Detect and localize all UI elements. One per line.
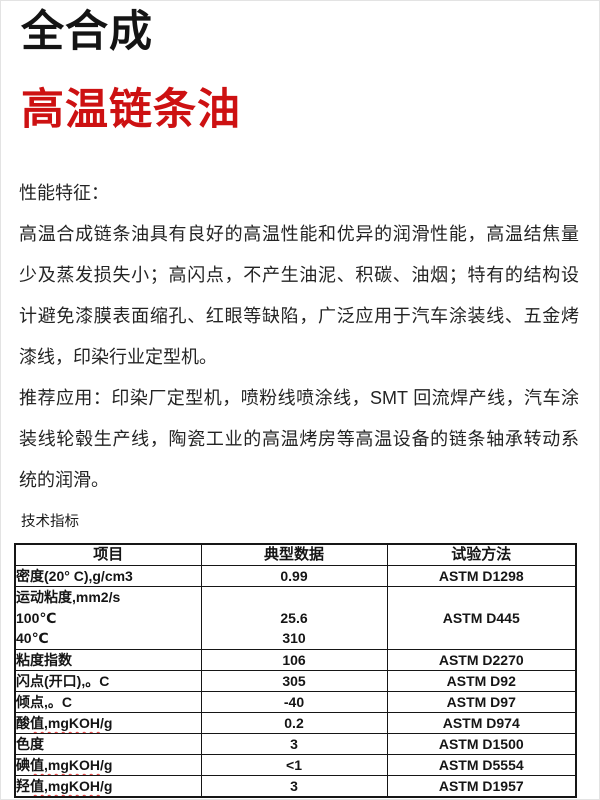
spec-name-cell: 运动粘度,mm2/s 100℃ 40℃ — [14, 586, 202, 650]
viscosity-label: 运动粘度,mm2/s — [16, 589, 121, 606]
tech-spec-heading: 技术指标 — [21, 514, 79, 530]
spec-method-cell: ASTM D1298 — [386, 565, 577, 587]
body-text-block: 性能特征： 高温合成链条油具有良好的高温性能和优异的润滑性能，高温结焦量 少及蒸… — [19, 173, 579, 501]
spec-row-hydroxyl-value: 羟值,mgKOH/g 3 ASTM D1957 — [14, 775, 577, 798]
column-header-test-method: 试验方法 — [386, 543, 577, 566]
name-prefix: 羟 — [16, 778, 30, 794]
spec-name-cell: 色度 — [14, 733, 202, 755]
spec-table: 项目 典型数据 试验方法 密度(20° C),g/cm3 0.99 ASTM D… — [14, 543, 577, 798]
spellcheck-squiggle-text: 值,mgKOH — [30, 778, 100, 794]
spec-name-cell: 羟值,mgKOH/g — [14, 775, 202, 798]
name-prefix: 碘 — [16, 757, 30, 773]
spec-name-cell: 倾点,。C — [14, 691, 202, 713]
spec-name-cell: 粘度指数 — [14, 649, 202, 671]
spec-row-viscosity: 运动粘度,mm2/s 100℃ 40℃ 25.6 310 ASTM D445 — [14, 586, 577, 650]
paragraph-line: 少及蒸发损失小；高闪点，不产生油泥、积碳、油烟；特有的结构设 — [19, 265, 579, 285]
spec-value-cell: -40 — [200, 691, 388, 713]
spec-name-cell: 碘值,mgKOH/g — [14, 754, 202, 776]
paragraph-line: 计避免漆膜表面缩孔、红眼等缺陷，广泛应用于汽车涂装线、五金烤 — [19, 306, 579, 326]
paragraph-line: 漆线，印染行业定型机。 — [19, 347, 217, 367]
column-header-typical-data: 典型数据 — [200, 543, 388, 566]
viscosity-value-40: 310 — [282, 630, 306, 647]
spec-method-cell: ASTM D445 — [386, 586, 577, 650]
name-prefix: 酸 — [16, 715, 30, 731]
spellcheck-squiggle-text: 值,mgKOH — [30, 757, 100, 773]
spec-name-cell: 酸值,mgKOH/g — [14, 712, 202, 734]
spec-value-cell: <1 — [200, 754, 388, 776]
spec-value-cell: 3 — [200, 775, 388, 798]
spec-name-cell: 闪点(开口),。C — [14, 670, 202, 692]
spec-value-cell: 305 — [200, 670, 388, 692]
spec-method-cell: ASTM D5554 — [386, 754, 577, 776]
spec-name-cell: 密度(20° C),g/cm3 — [14, 565, 202, 587]
paragraph-line: 推荐应用：印染厂定型机，喷粉线喷涂线，SMT 回流焊产线，汽车涂 — [19, 388, 579, 408]
viscosity-value-blank — [202, 588, 386, 608]
spec-row-iodine-value: 碘值,mgKOH/g <1 ASTM D5554 — [14, 754, 577, 776]
spec-value-cell: 106 — [200, 649, 388, 671]
viscosity-value-100: 25.6 — [280, 609, 308, 626]
spec-value-cell: 3 — [200, 733, 388, 755]
spec-value-cell: 0.2 — [200, 712, 388, 734]
page-title: 全合成 — [21, 8, 153, 56]
paragraph-line: 统的润滑。 — [19, 470, 109, 490]
paragraph-line: 装线轮毂生产线，陶瓷工业的高温烤房等高温设备的链条轴承转动系 — [19, 429, 579, 449]
viscosity-temp-100: 100℃ — [16, 609, 57, 626]
spec-header-row: 项目 典型数据 试验方法 — [14, 543, 577, 566]
spec-method-cell: ASTM D2270 — [386, 649, 577, 671]
viscosity-temp-40: 40℃ — [16, 630, 49, 647]
spec-method-cell: ASTM D1957 — [386, 775, 577, 798]
spec-row-viscosity-index: 粘度指数 106 ASTM D2270 — [14, 649, 577, 671]
name-suffix: /g — [100, 757, 113, 773]
spec-row-pour-point: 倾点,。C -40 ASTM D97 — [14, 691, 577, 713]
spec-method-cell: ASTM D92 — [386, 670, 577, 692]
name-suffix: /g — [100, 715, 113, 731]
performance-heading: 性能特征： — [19, 183, 109, 203]
column-header-item: 项目 — [14, 543, 202, 566]
paragraph-line: 高温合成链条油具有良好的高温性能和优异的润滑性能，高温结焦量 — [19, 224, 579, 244]
spec-row-color: 色度 3 ASTM D1500 — [14, 733, 577, 755]
spec-method-cell: ASTM D97 — [386, 691, 577, 713]
spec-value-cell: 25.6 310 — [200, 586, 388, 650]
spec-row-density: 密度(20° C),g/cm3 0.99 ASTM D1298 — [14, 565, 577, 587]
spec-method-cell: ASTM D974 — [386, 712, 577, 734]
spec-method-cell: ASTM D1500 — [386, 733, 577, 755]
spec-row-acid-value: 酸值,mgKOH/g 0.2 ASTM D974 — [14, 712, 577, 734]
spec-row-flash-point: 闪点(开口),。C 305 ASTM D92 — [14, 670, 577, 692]
spellcheck-squiggle-text: 值,mgKOH — [30, 715, 100, 731]
spec-value-cell: 0.99 — [200, 565, 388, 587]
name-suffix: /g — [100, 778, 113, 794]
page-subtitle: 高温链条油 — [21, 86, 241, 134]
